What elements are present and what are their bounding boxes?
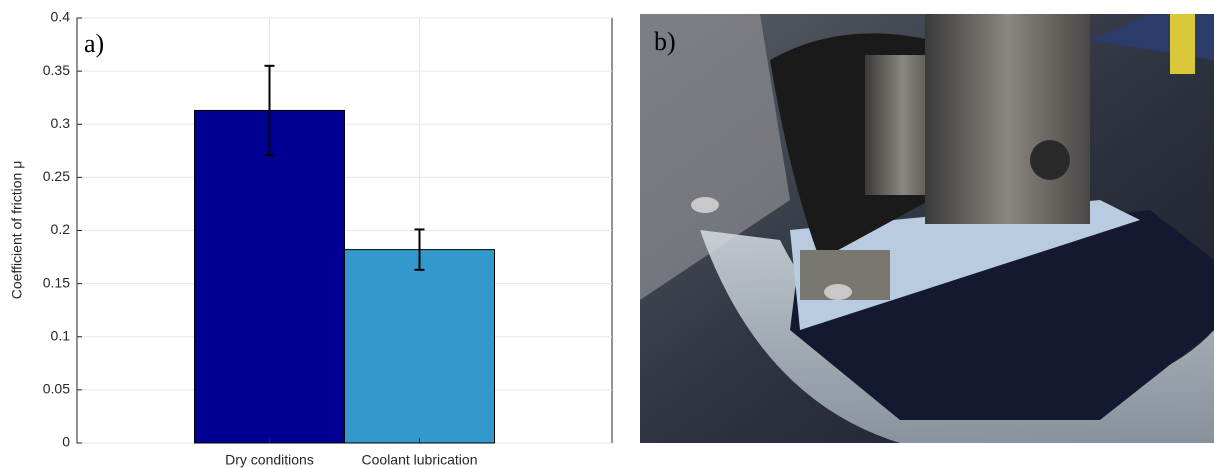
- x-tick-label: Dry conditions: [225, 452, 314, 468]
- y-tick-label: 0: [62, 434, 70, 450]
- panel-label: b): [654, 27, 676, 56]
- y-tick-label: 0.2: [51, 221, 71, 237]
- y-tick-label: 0.35: [43, 62, 70, 78]
- y-tick-label: 0.25: [43, 168, 70, 184]
- figure: 0 0.05 0.1 0.15 0.2 0.25 0.3 0.35 0.4 Dry conditi…: [0, 0, 1214, 468]
- panel-label: a): [84, 29, 104, 58]
- bar: [195, 110, 345, 443]
- x-tick-label: Coolant lubrication: [362, 452, 478, 468]
- y-tick-label: 0.4: [51, 9, 71, 25]
- bar: [345, 250, 495, 443]
- y-tick-label: 0.1: [51, 327, 71, 343]
- y-tick-label: 0.15: [43, 274, 70, 290]
- y-tick-label: 0.3: [51, 115, 71, 131]
- y-tick-label: 0.05: [43, 381, 70, 397]
- y-axis-label: Coefficient of friction μ: [9, 161, 25, 300]
- photo: [640, 14, 1214, 443]
